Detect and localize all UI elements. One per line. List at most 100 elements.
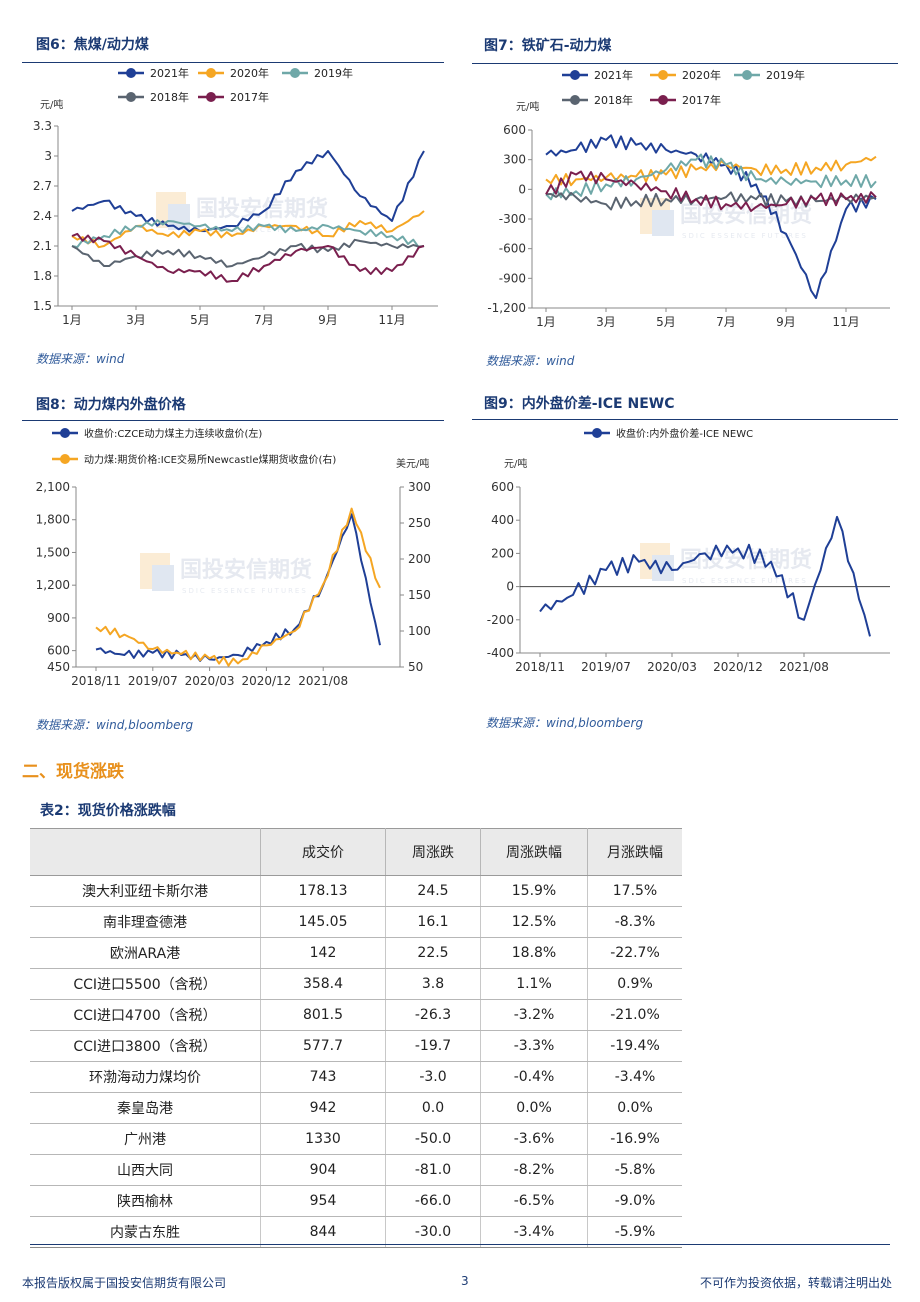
table-cell: 17.5% [587, 875, 682, 907]
table-cell: -3.0 [385, 1061, 481, 1093]
table-cell: 577.7 [260, 1030, 386, 1062]
legend-label: 收盘价:内外盘价差-ICE NEWC [616, 427, 753, 440]
watermark-text: 国投安信期货 [180, 557, 312, 583]
footer-copyright: 本报告版权属于国投安信期货有限公司 [22, 1276, 227, 1290]
y-right-tick-label: 250 [408, 516, 431, 530]
legend-label: 2017年 [682, 93, 721, 107]
legend-marker [658, 95, 668, 105]
legend-label: 2021年 [150, 66, 189, 80]
legend-marker [126, 68, 136, 78]
legend-item: 2019年 [734, 68, 805, 82]
table-cell: -0.4% [480, 1061, 588, 1093]
table-cell: -3.6% [480, 1123, 588, 1155]
table-row-label: 环渤海动力煤均价 [30, 1061, 261, 1093]
y-tick-label: -1,200 [487, 301, 526, 315]
table-cell: 358.4 [260, 968, 386, 1000]
table-cell: -5.8% [587, 1154, 682, 1186]
y-tick-label: 0 [506, 580, 514, 594]
x-tick-label: 2021/08 [298, 674, 348, 688]
series-line-1 [539, 515, 871, 637]
table-row: CCI进口5500（含税） 358.4 3.8 1.1% 0.9% [30, 968, 682, 1000]
y-tick-label: 2.4 [33, 209, 52, 223]
table-cell: 145.05 [260, 906, 386, 938]
series-line-3 [545, 153, 877, 201]
legend-item: 2017年 [198, 90, 269, 104]
legend-item: 收盘价:内外盘价差-ICE NEWC [584, 427, 753, 440]
page-number: 3 [461, 1274, 469, 1288]
legend-label: 2020年 [682, 68, 721, 82]
x-tick-label: 2018/11 [515, 660, 565, 674]
x-tick-label: 2020/12 [713, 660, 763, 674]
table-cell: -19.7 [385, 1030, 481, 1062]
legend-label: 2017年 [230, 90, 269, 104]
series-line-2 [545, 155, 877, 187]
table-cell: -22.7% [587, 937, 682, 969]
legend-marker [592, 428, 602, 438]
footer-disclaimer: 不可作为投资依据，转载请注明出处 [699, 1276, 892, 1290]
legend-label: 2021年 [594, 68, 633, 82]
watermark-logo-block [140, 553, 170, 589]
y-tick-label: 1,200 [36, 578, 70, 592]
table-cell: 942 [260, 1092, 386, 1124]
watermark-subtext: SDIC ESSENCE FUTURES [682, 577, 808, 585]
table-header-row: 成交价 周涨跌 周涨跌幅 月涨跌幅 [30, 828, 682, 876]
table-row-label: 山西大同 [30, 1154, 261, 1186]
table-cell: 12.5% [480, 906, 588, 938]
fig7-title-rule [472, 63, 898, 64]
fig8-source: 数据来源：wind,bloomberg [36, 718, 194, 732]
watermark-subtext: SDIC ESSENCE FUTURES [182, 587, 308, 595]
legend-label: 2020年 [230, 66, 269, 80]
legend-marker [290, 68, 300, 78]
table-cell: 844 [260, 1216, 386, 1248]
legend-marker [60, 428, 70, 438]
series-line-2 [95, 507, 381, 667]
table-header-cell: 周涨跌幅 [480, 828, 588, 876]
table-cell: 24.5 [385, 875, 481, 907]
table-cell: -3.4% [480, 1216, 588, 1248]
table-cell: 0.0 [385, 1092, 481, 1124]
legend-item: 2021年 [118, 66, 189, 80]
y-right-tick-label: 300 [408, 480, 431, 494]
y-tick-label: -900 [499, 271, 526, 285]
table-cell: 904 [260, 1154, 386, 1186]
table-cell: 0.0% [587, 1092, 682, 1124]
table-cell: 18.8% [480, 937, 588, 969]
y-tick-label: 600 [503, 123, 526, 137]
y-tick-label: -600 [499, 242, 526, 256]
table-cell: -19.4% [587, 1030, 682, 1062]
watermark-text: 国投安信期货 [196, 196, 328, 222]
y-tick-label: 200 [491, 546, 514, 560]
table-row-label: CCI进口5500（含税） [30, 968, 261, 1000]
series-line-4 [71, 238, 425, 268]
x-tick-label: 2020/12 [241, 674, 291, 688]
y-unit-label: 元/吨 [504, 457, 527, 470]
x-tick-label: 5月 [190, 313, 210, 327]
legend-marker [206, 68, 216, 78]
legend-item: 2020年 [198, 66, 269, 80]
table-cell: 15.9% [480, 875, 588, 907]
legend-marker [742, 70, 752, 80]
x-tick-label: 2019/07 [128, 674, 178, 688]
table-row: 广州港 1330 -50.0 -3.6% -16.9% [30, 1123, 682, 1155]
y-tick-label: 1,800 [36, 513, 70, 527]
y-tick-label: 600 [491, 480, 514, 494]
table-cell: -26.3 [385, 999, 481, 1031]
legend-marker [60, 454, 70, 464]
watermark-text: 国投安信期货 [680, 202, 812, 228]
table-cell: 0.0% [480, 1092, 588, 1124]
table-row: 陕西榆林 954 -66.0 -6.5% -9.0% [30, 1185, 682, 1217]
legend-marker [126, 92, 136, 102]
table-cell: -6.5% [480, 1185, 588, 1217]
y-tick-label: 1.8 [33, 269, 52, 283]
series-line-3 [71, 219, 425, 249]
x-tick-label: 9月 [776, 315, 796, 329]
legend-item: 2020年 [650, 68, 721, 82]
y-unit-label: 元/吨 [40, 98, 63, 111]
table-row: 山西大同 904 -81.0 -8.2% -5.8% [30, 1154, 682, 1186]
table-cell: -5.9% [587, 1216, 682, 1248]
legend-marker [570, 70, 580, 80]
y-right-tick-label: 200 [408, 552, 431, 566]
table-cell: -3.2% [480, 999, 588, 1031]
x-tick-label: 7月 [254, 313, 274, 327]
